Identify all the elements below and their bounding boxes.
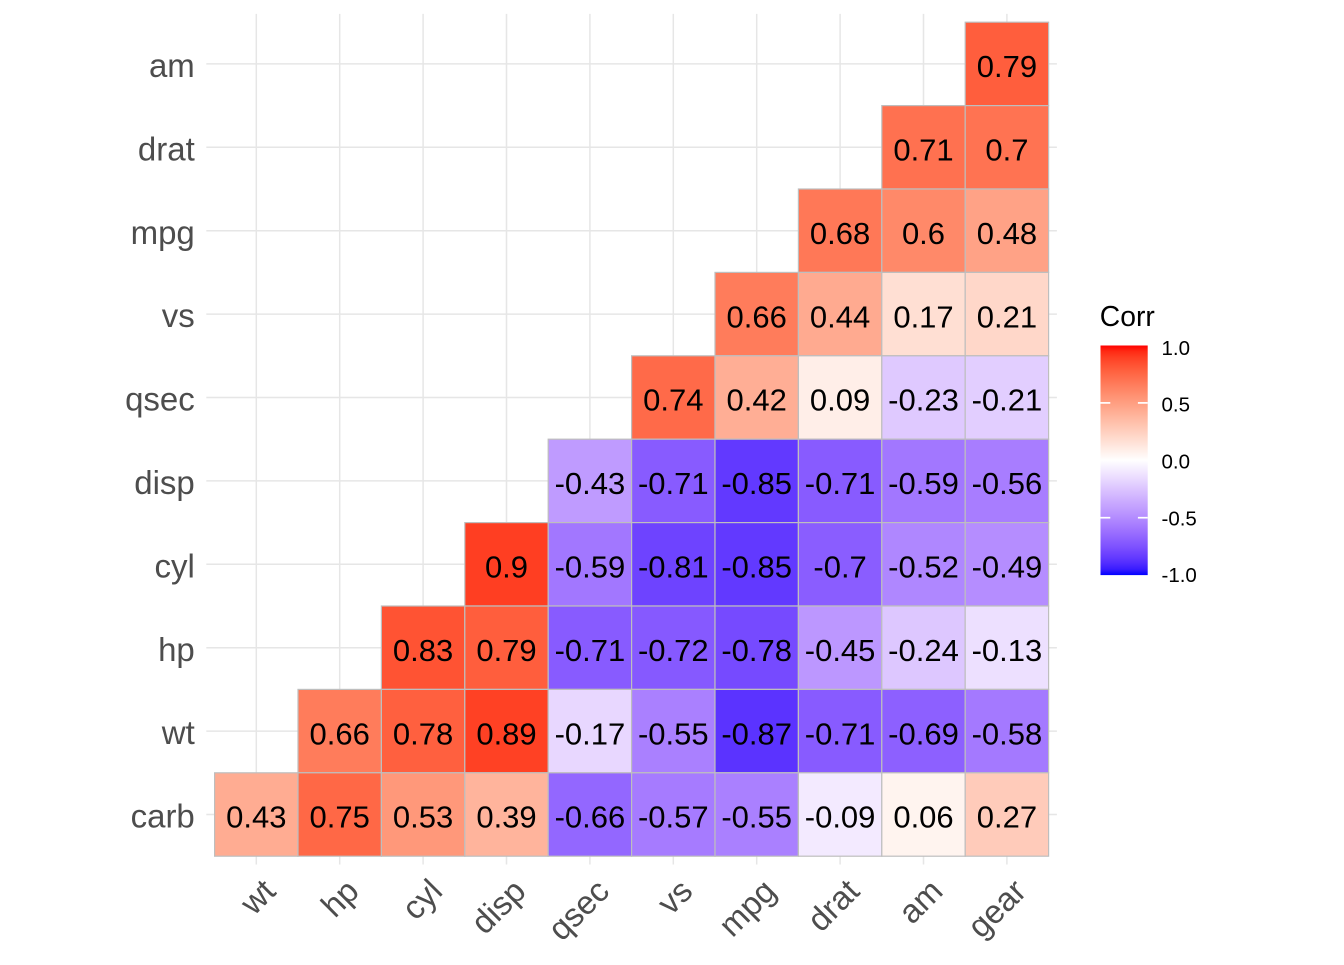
svg-text:0.5: 0.5 (1162, 394, 1191, 417)
svg-text:-0.85: -0.85 (721, 466, 792, 501)
svg-text:0.74: 0.74 (643, 383, 703, 418)
svg-text:-0.66: -0.66 (555, 800, 626, 835)
svg-text:0.66: 0.66 (310, 716, 370, 751)
svg-text:0.06: 0.06 (893, 800, 953, 835)
svg-text:vs: vs (162, 297, 195, 334)
svg-text:0.48: 0.48 (977, 216, 1037, 251)
svg-text:-0.71: -0.71 (638, 466, 709, 501)
svg-text:drat: drat (138, 130, 195, 167)
svg-text:-0.7: -0.7 (813, 550, 866, 585)
svg-text:0.6: 0.6 (902, 216, 945, 251)
svg-text:-0.81: -0.81 (638, 550, 709, 585)
svg-text:-0.57: -0.57 (638, 800, 709, 835)
svg-text:0.78: 0.78 (393, 716, 453, 751)
svg-text:wt: wt (161, 714, 195, 751)
svg-text:0.42: 0.42 (727, 383, 787, 418)
svg-text:0.71: 0.71 (893, 133, 953, 168)
svg-text:-0.71: -0.71 (555, 633, 626, 668)
svg-text:0.21: 0.21 (977, 299, 1037, 334)
svg-text:-0.87: -0.87 (721, 716, 792, 751)
svg-text:hp: hp (158, 631, 195, 668)
svg-text:-0.71: -0.71 (805, 466, 876, 501)
svg-text:-0.55: -0.55 (721, 800, 792, 835)
svg-text:-0.59: -0.59 (888, 466, 959, 501)
svg-text:0.44: 0.44 (810, 299, 870, 334)
svg-text:-0.56: -0.56 (972, 466, 1043, 501)
svg-text:-0.09: -0.09 (805, 800, 876, 835)
svg-text:0.09: 0.09 (810, 383, 870, 418)
svg-text:carb: carb (131, 798, 195, 835)
svg-text:-0.24: -0.24 (888, 633, 959, 668)
svg-text:0.9: 0.9 (485, 550, 528, 585)
svg-text:0.43: 0.43 (226, 800, 286, 835)
svg-text:-0.49: -0.49 (972, 550, 1043, 585)
svg-text:am: am (149, 47, 195, 84)
svg-text:-0.58: -0.58 (972, 716, 1043, 751)
svg-text:-0.45: -0.45 (805, 633, 876, 668)
svg-text:-0.17: -0.17 (555, 716, 626, 751)
svg-text:-0.72: -0.72 (638, 633, 709, 668)
svg-text:-0.21: -0.21 (972, 383, 1043, 418)
svg-text:-0.5: -0.5 (1162, 507, 1197, 530)
svg-text:-0.52: -0.52 (888, 550, 959, 585)
svg-text:0.83: 0.83 (393, 633, 453, 668)
svg-text:-0.59: -0.59 (555, 550, 626, 585)
svg-text:-0.23: -0.23 (888, 383, 959, 418)
svg-text:0.66: 0.66 (727, 299, 787, 334)
svg-text:-1.0: -1.0 (1162, 564, 1197, 587)
svg-text:cyl: cyl (154, 547, 194, 584)
svg-text:0.0: 0.0 (1162, 451, 1191, 474)
svg-text:0.17: 0.17 (893, 299, 953, 334)
svg-text:-0.85: -0.85 (721, 550, 792, 585)
svg-text:0.53: 0.53 (393, 800, 453, 835)
svg-text:-0.55: -0.55 (638, 716, 709, 751)
svg-text:disp: disp (134, 464, 195, 501)
svg-text:qsec: qsec (125, 381, 195, 418)
svg-text:0.89: 0.89 (476, 716, 536, 751)
svg-text:0.79: 0.79 (476, 633, 536, 668)
svg-text:0.68: 0.68 (810, 216, 870, 251)
svg-text:0.27: 0.27 (977, 800, 1037, 835)
svg-text:-0.78: -0.78 (721, 633, 792, 668)
svg-text:-0.71: -0.71 (805, 716, 876, 751)
svg-text:Corr: Corr (1100, 300, 1155, 332)
svg-text:0.7: 0.7 (985, 133, 1028, 168)
svg-text:0.79: 0.79 (977, 49, 1037, 84)
svg-text:-0.13: -0.13 (972, 633, 1043, 668)
svg-text:-0.43: -0.43 (555, 466, 626, 501)
svg-text:0.75: 0.75 (310, 800, 370, 835)
svg-text:0.39: 0.39 (476, 800, 536, 835)
svg-text:mpg: mpg (131, 214, 195, 251)
svg-text:-0.69: -0.69 (888, 716, 959, 751)
svg-text:1.0: 1.0 (1162, 337, 1191, 360)
